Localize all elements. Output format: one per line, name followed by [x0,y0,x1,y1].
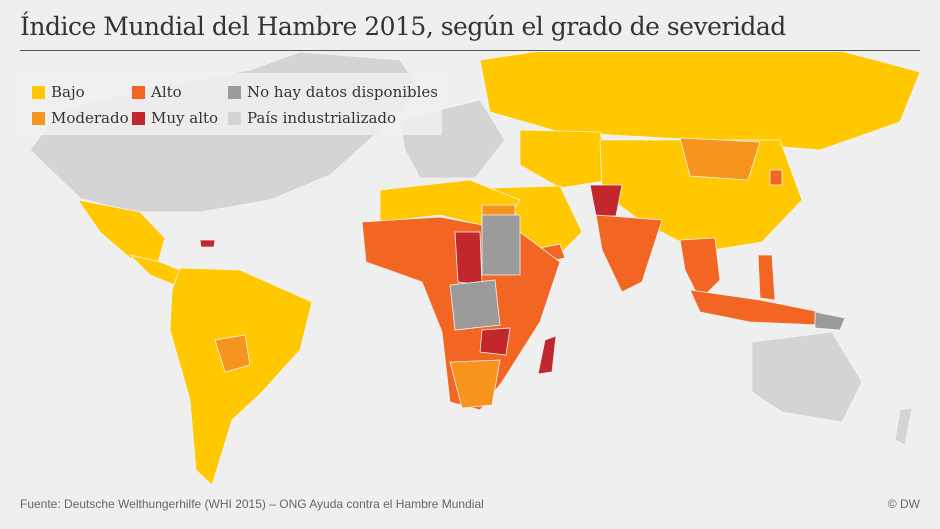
legend-label: Moderado [51,109,129,127]
legend-item-muy-alto: Muy alto [132,109,218,127]
legend-item-no-data: No hay datos disponibles [228,83,438,101]
region-central-asia [519,129,611,189]
region-south-america [169,267,313,486]
region-australia [751,331,863,423]
legend-label: País industrializado [247,109,397,127]
region-indonesia [689,289,821,326]
region-drc [449,279,501,331]
legend-swatch [228,111,241,125]
region-haiti [199,239,216,248]
map-title: Índice Mundial del Hambre 2015, según el… [20,12,786,41]
legend-label: No hay datos disponibles [247,83,439,101]
legend-swatch [132,111,145,125]
region-bolivia [214,334,251,373]
legend-item-industrializado: País industrializado [228,109,396,127]
region-madagascar [537,335,557,375]
legend-swatch [32,85,45,99]
region-pakistan-afghanistan [589,184,623,217]
legend-swatch [132,85,145,99]
legend-label: Bajo [51,83,85,101]
region-india [595,214,663,293]
source-note: Fuente: Deutsche Welthungerhilfe (WHI 20… [20,497,484,511]
region-sudan [481,214,521,276]
region-north-korea [769,169,783,186]
legend-item-alto: Alto [132,83,182,101]
region-chad [454,231,483,286]
legend-swatch [228,85,241,99]
region-png [814,311,846,331]
world-map [29,52,921,486]
legend-item-bajo: Bajo [32,83,85,101]
region-zambia [479,327,511,356]
region-mongolia [679,137,761,181]
legend-label: Alto [151,83,182,101]
copyright: © DW [887,497,920,511]
legend-label: Muy alto [151,109,219,127]
legend-swatch [32,111,45,125]
region-russia [479,52,921,151]
region-se-asia [679,237,721,301]
region-new-zealand [894,407,913,446]
title-divider [20,50,920,51]
region-philippines [757,254,776,301]
region-southern-africa [449,359,501,409]
legend-item-moderado: Moderado [32,109,129,127]
legend: Bajo Moderado Alto Muy alto No hay datos… [22,73,442,135]
